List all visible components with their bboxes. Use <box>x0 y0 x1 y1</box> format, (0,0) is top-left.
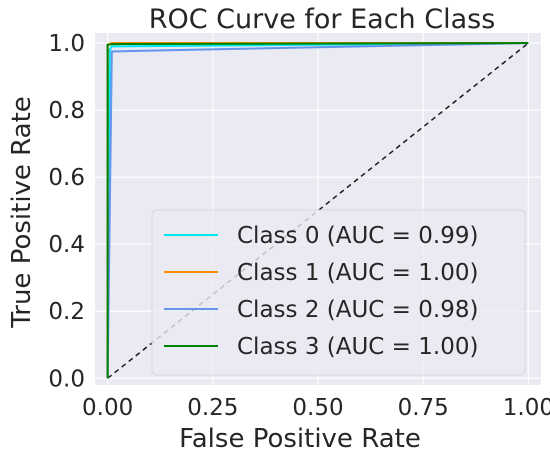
legend-box <box>151 209 526 376</box>
y-tick-label: 0.0 <box>48 366 85 392</box>
x-axis-ticks: 0.00 0.25 0.50 0.75 1.00 <box>82 395 550 421</box>
x-tick-label: 0.50 <box>292 395 343 421</box>
legend: Class 0 (AUC = 0.99) Class 1 (AUC = 1.00)… <box>151 209 526 376</box>
legend-label-class-0: Class 0 (AUC = 0.99) <box>237 223 478 249</box>
y-axis-ticks: 0.0 0.2 0.4 0.6 0.8 1.0 <box>48 31 85 392</box>
x-tick-label: 1.00 <box>503 395 550 421</box>
x-tick-label: 0.00 <box>82 395 133 421</box>
data-series <box>106 42 529 379</box>
legend-label-class-1: Class 1 (AUC = 1.00) <box>237 260 478 286</box>
y-tick-label: 0.6 <box>48 165 85 191</box>
y-tick-label: 0.2 <box>48 299 85 325</box>
y-tick-label: 0.8 <box>48 98 85 124</box>
y-tick-label: 1.0 <box>48 31 85 57</box>
x-tick-label: 0.25 <box>187 395 238 421</box>
y-axis-label: True Positive Rate <box>7 96 37 329</box>
series-line-class-2 <box>106 42 529 379</box>
series-line-class-3 <box>106 42 529 379</box>
legend-label-class-2: Class 2 (AUC = 0.98) <box>237 297 478 323</box>
series-line-class-0 <box>106 42 529 379</box>
x-tick-label: 0.75 <box>398 395 449 421</box>
legend-label-class-3: Class 3 (AUC = 1.00) <box>237 334 478 360</box>
chart-title: ROC Curve for Each Class <box>149 4 496 35</box>
y-tick-label: 0.4 <box>48 232 85 258</box>
x-axis-label: False Positive Rate <box>179 424 421 454</box>
